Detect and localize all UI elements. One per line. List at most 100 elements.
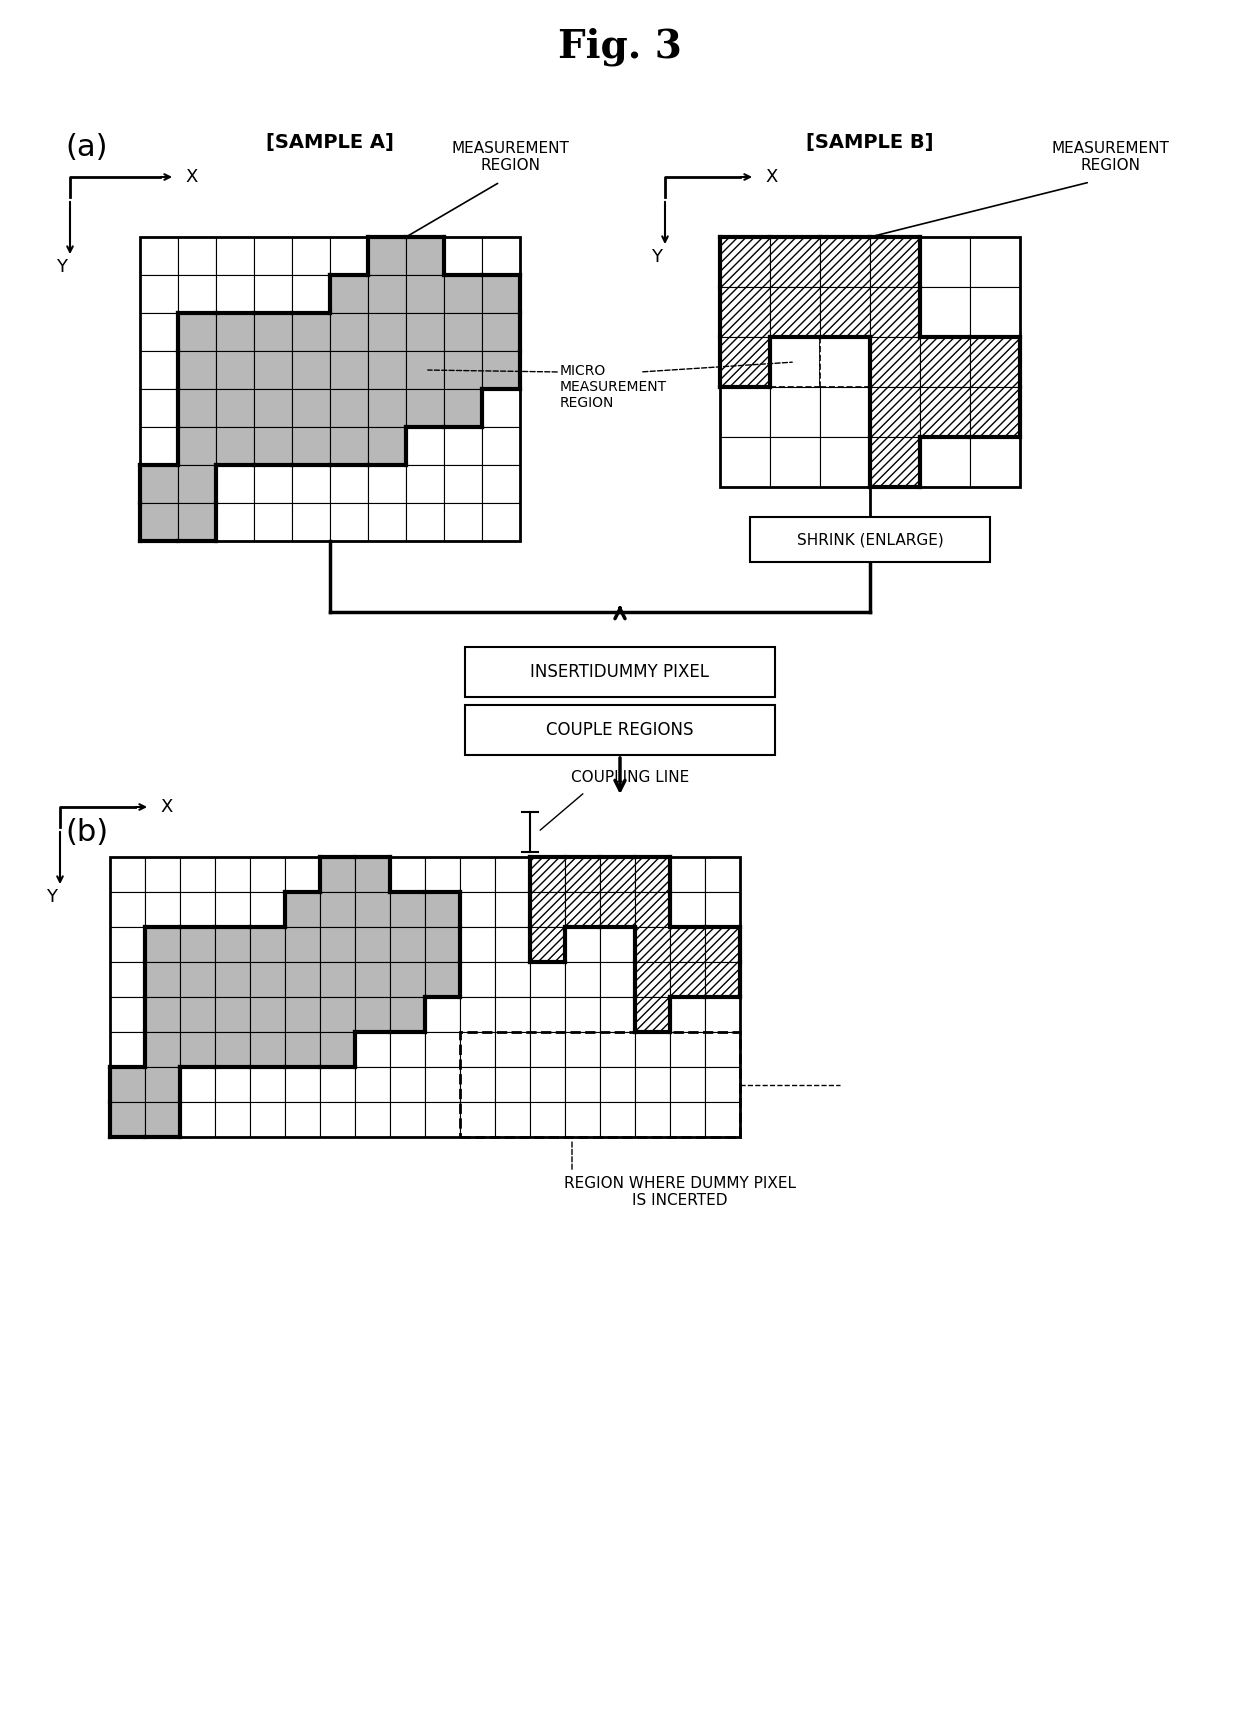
Bar (216, 237, 254, 275)
Bar (254, 237, 291, 275)
Bar (250, 1102, 285, 1136)
Bar (368, 427, 405, 465)
Bar (405, 503, 444, 541)
Bar (110, 857, 145, 893)
Bar (460, 1102, 495, 1136)
Text: (b): (b) (64, 817, 108, 846)
Bar (140, 313, 179, 351)
Bar (291, 427, 330, 465)
Bar (216, 389, 254, 427)
Bar (495, 857, 529, 893)
Bar (460, 857, 495, 893)
Bar (670, 893, 706, 927)
Bar (425, 893, 460, 927)
Bar (670, 1033, 706, 1067)
Bar (600, 1067, 635, 1102)
Text: MICRO
MEASUREMENT
REGION: MICRO MEASUREMENT REGION (560, 364, 667, 411)
Bar (529, 857, 565, 893)
Text: (a): (a) (64, 133, 108, 162)
Text: MEASUREMENT
REGION: MEASUREMENT REGION (451, 142, 569, 173)
Bar (482, 427, 520, 465)
Bar (250, 996, 285, 1033)
Bar (180, 1033, 215, 1067)
Bar (820, 437, 870, 487)
Bar (635, 996, 670, 1033)
Bar (750, 516, 990, 561)
Bar (870, 237, 920, 287)
Bar (720, 437, 770, 487)
Bar (145, 1102, 180, 1136)
Bar (820, 387, 870, 437)
Bar (405, 275, 444, 313)
Bar (425, 927, 460, 962)
Bar (920, 287, 970, 337)
Bar (920, 387, 970, 437)
Bar (145, 1067, 180, 1102)
Bar (285, 996, 320, 1033)
Bar (330, 503, 368, 541)
Bar (529, 1067, 565, 1102)
Bar (285, 893, 320, 927)
Bar (140, 275, 179, 313)
Bar (254, 275, 291, 313)
Bar (330, 351, 368, 389)
Bar (460, 927, 495, 962)
Bar (600, 996, 635, 1033)
Bar (460, 1033, 495, 1067)
Bar (565, 927, 600, 962)
Bar (180, 857, 215, 893)
Bar (870, 437, 920, 487)
Bar (110, 962, 145, 996)
Bar (970, 237, 1021, 287)
Bar (285, 927, 320, 962)
Bar (482, 465, 520, 503)
Bar (635, 962, 670, 996)
Bar (291, 503, 330, 541)
Bar (495, 962, 529, 996)
Bar (215, 962, 250, 996)
Bar (720, 287, 770, 337)
Bar (529, 962, 565, 996)
Bar (330, 465, 368, 503)
Bar (495, 1033, 529, 1067)
Bar (495, 1067, 529, 1102)
Bar (920, 237, 970, 287)
Bar (391, 893, 425, 927)
Bar (320, 857, 355, 893)
Bar (368, 237, 405, 275)
Bar (529, 893, 565, 927)
Bar (529, 996, 565, 1033)
Bar (145, 927, 180, 962)
Bar (180, 1102, 215, 1136)
Bar (444, 389, 482, 427)
Bar (110, 893, 145, 927)
Bar (110, 1033, 145, 1067)
Text: COUPLE REGIONS: COUPLE REGIONS (547, 720, 693, 739)
Text: Y: Y (47, 888, 57, 907)
Bar (565, 1067, 600, 1102)
Bar (425, 857, 460, 893)
Bar (320, 996, 355, 1033)
Bar (706, 962, 740, 996)
Bar (405, 427, 444, 465)
Bar (391, 857, 425, 893)
Text: X: X (160, 798, 172, 815)
Bar (180, 1067, 215, 1102)
Bar (465, 705, 775, 755)
Bar (368, 275, 405, 313)
Bar (145, 857, 180, 893)
Bar (368, 503, 405, 541)
Bar (405, 351, 444, 389)
Bar (285, 1102, 320, 1136)
Bar (600, 1033, 635, 1067)
Bar (140, 351, 179, 389)
Bar (250, 927, 285, 962)
Bar (460, 962, 495, 996)
Bar (405, 313, 444, 351)
Bar (770, 337, 820, 387)
Bar (635, 893, 670, 927)
Bar (254, 503, 291, 541)
Bar (870, 287, 920, 337)
Bar (355, 996, 391, 1033)
Text: Y: Y (57, 257, 67, 276)
